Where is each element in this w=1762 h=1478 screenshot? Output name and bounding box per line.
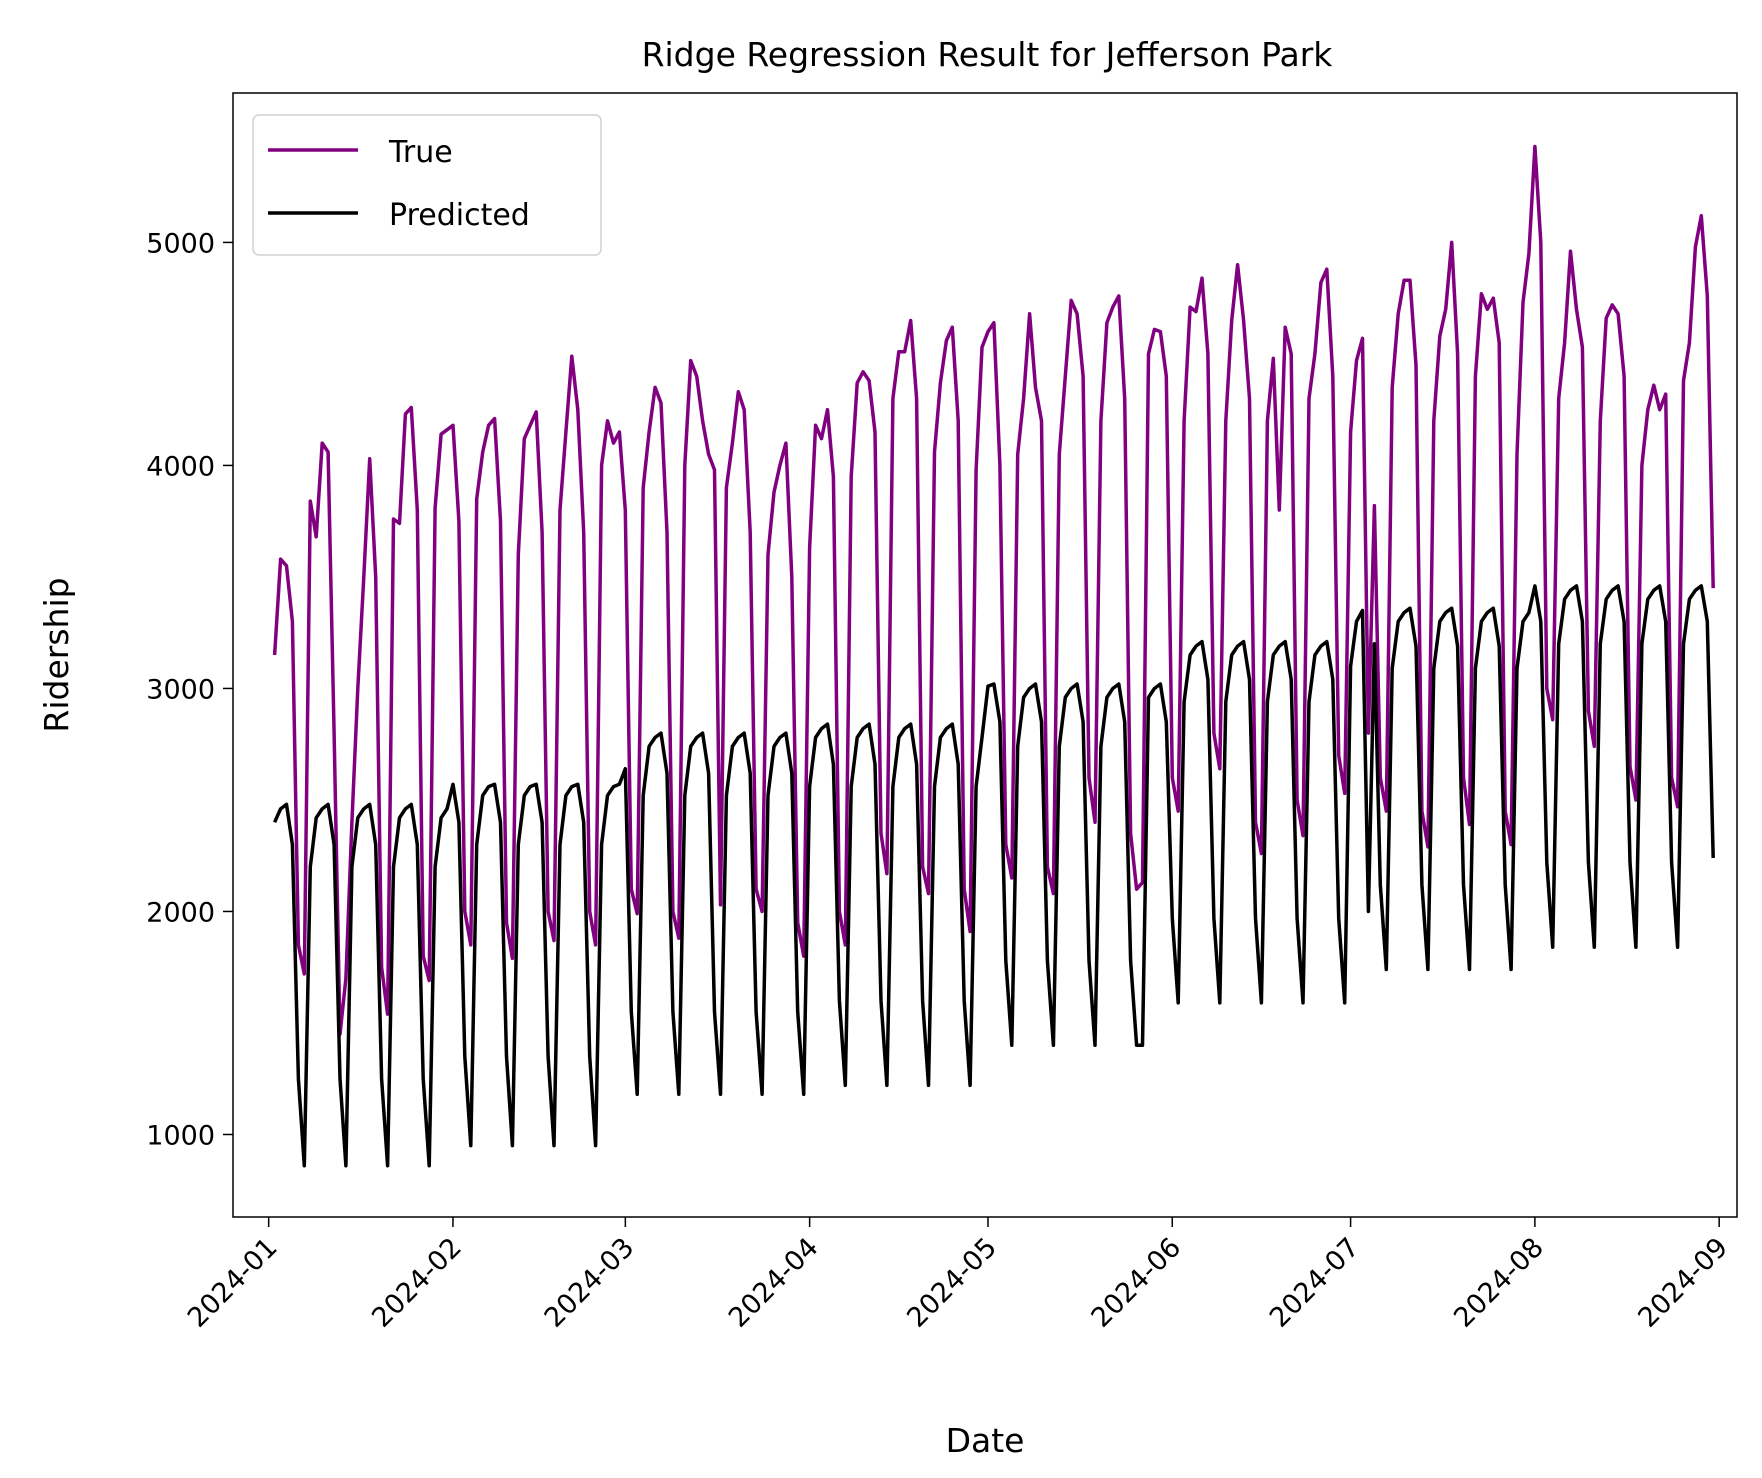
legend: True Predicted [252,114,602,256]
y-tick-label: 5000 [146,228,215,259]
y-tick-label: 2000 [146,897,215,928]
series-layer [272,144,1715,1168]
x-axis-label: Date [946,1421,1025,1460]
series-line-predicted [273,584,1715,1168]
y-axis-label: Ridership [37,577,76,732]
series-line-true [272,144,1715,1036]
y-tick-label: 4000 [146,451,215,482]
axes-frame [232,92,1738,1218]
plot-area [232,92,1738,1218]
legend-label-true: True [388,135,453,170]
chart-title: Ridge Regression Result for Jefferson Pa… [642,35,1334,74]
y-axis: 1000 2000 3000 4000 5000 [146,228,233,1151]
y-tick-label: 3000 [146,674,215,705]
y-tick-label: 1000 [146,1120,215,1151]
legend-label-predicted: Predicted [389,198,530,233]
